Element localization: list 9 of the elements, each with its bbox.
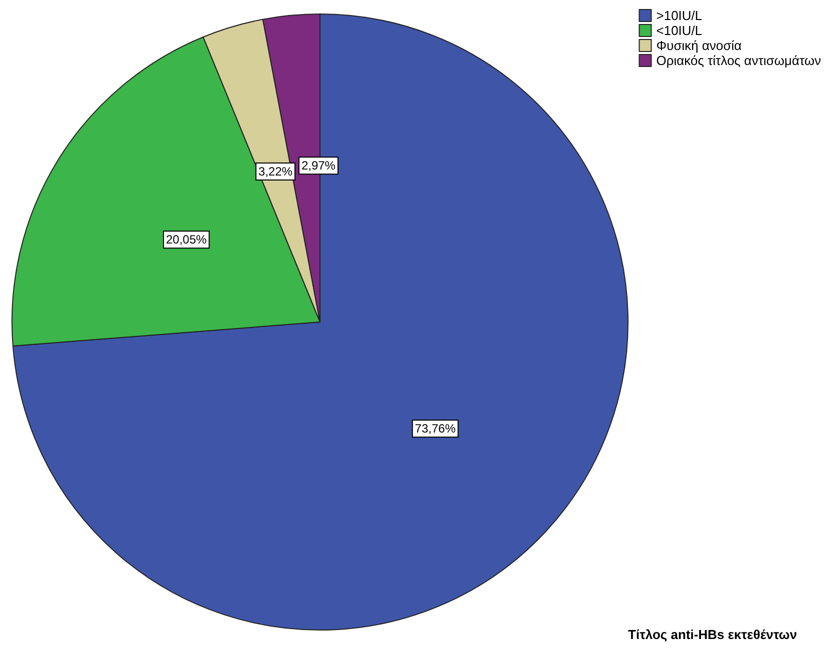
text: Τίτλος anti-HBs εκτεθέντων: [628, 627, 798, 642]
data-label: 20,05%: [166, 232, 207, 247]
data-label: 3,22%: [258, 164, 293, 178]
data-label: 2,97%: [301, 158, 336, 173]
legend-label: Φυσική ανοσία: [656, 38, 742, 53]
data-label: 73,76%: [414, 422, 456, 436]
legend-label: >10IU/L: [656, 8, 702, 23]
legend-label: <10IU/L: [656, 23, 702, 38]
legend-label: Οριακός τίτλος αντισωμάτων: [656, 53, 822, 68]
